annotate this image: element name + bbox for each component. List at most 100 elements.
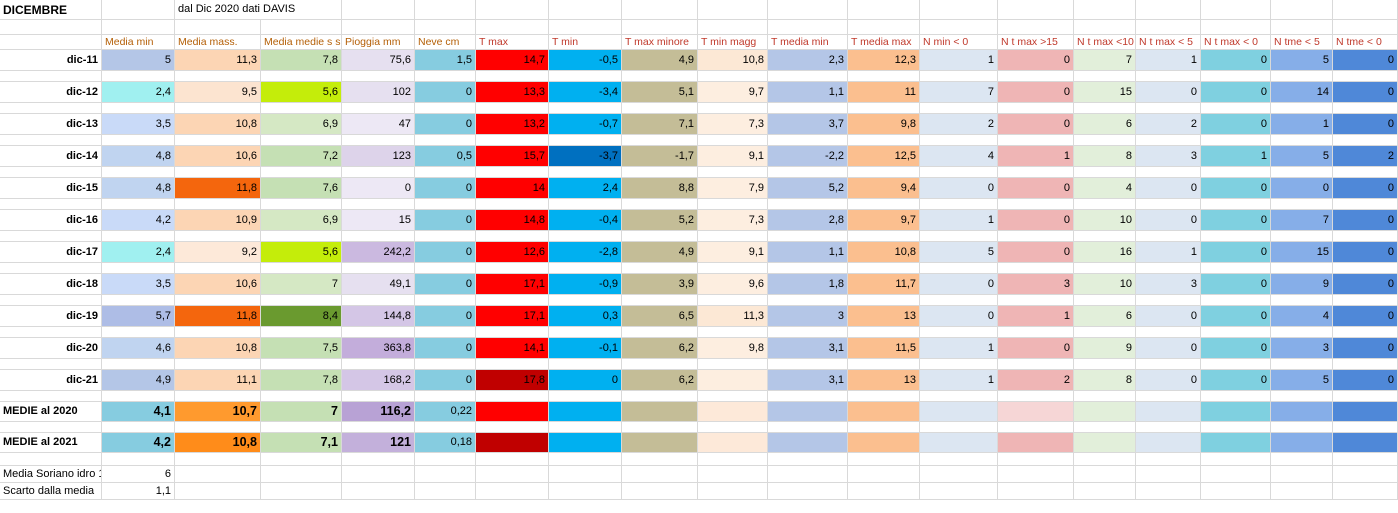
data-cell[interactable]: 4: [1074, 178, 1136, 199]
empty-cell[interactable]: [549, 0, 622, 20]
empty-cell[interactable]: [342, 422, 415, 433]
empty-cell[interactable]: [549, 453, 622, 466]
empty-cell[interactable]: [342, 295, 415, 306]
empty-cell[interactable]: [415, 295, 476, 306]
data-cell[interactable]: 11,1: [175, 370, 261, 391]
data-cell[interactable]: 11,3: [698, 306, 768, 327]
empty-cell[interactable]: [848, 466, 920, 483]
data-cell[interactable]: 0: [920, 274, 998, 295]
empty-cell[interactable]: [920, 453, 998, 466]
empty-cell[interactable]: [1333, 20, 1398, 35]
data-cell[interactable]: 7: [1074, 50, 1136, 71]
empty-cell[interactable]: [261, 135, 342, 146]
empty-cell[interactable]: [848, 135, 920, 146]
data-cell[interactable]: 3,1: [768, 338, 848, 359]
empty-cell[interactable]: [261, 453, 342, 466]
empty-cell[interactable]: [698, 231, 768, 242]
data-cell[interactable]: 7: [261, 274, 342, 295]
empty-cell[interactable]: [698, 167, 768, 178]
data-cell[interactable]: 3,5: [102, 114, 175, 135]
empty-cell[interactable]: [1136, 453, 1201, 466]
data-cell[interactable]: 11,5: [848, 338, 920, 359]
empty-cell[interactable]: [476, 199, 549, 210]
empty-cell[interactable]: [998, 231, 1074, 242]
empty-cell[interactable]: [342, 327, 415, 338]
data-cell[interactable]: 6,9: [261, 210, 342, 231]
empty-cell[interactable]: [1074, 327, 1136, 338]
empty-cell[interactable]: [768, 0, 848, 20]
column-header[interactable]: Media medie s s: [261, 35, 342, 50]
data-cell[interactable]: -3,4: [549, 82, 622, 103]
column-header[interactable]: N t max < 0: [1201, 35, 1271, 50]
empty-cell[interactable]: [1271, 422, 1333, 433]
empty-cell[interactable]: [622, 103, 698, 114]
data-cell[interactable]: 11: [848, 82, 920, 103]
column-header[interactable]: N t max >15: [998, 35, 1074, 50]
data-cell[interactable]: 0: [415, 338, 476, 359]
data-cell[interactable]: 6: [1074, 306, 1136, 327]
empty-cell[interactable]: [1201, 453, 1271, 466]
empty-cell[interactable]: [698, 466, 768, 483]
empty-cell[interactable]: [1333, 231, 1398, 242]
empty-cell[interactable]: [102, 199, 175, 210]
summary-cell[interactable]: [1333, 433, 1398, 453]
data-cell[interactable]: 3: [998, 274, 1074, 295]
data-cell[interactable]: 10,6: [175, 146, 261, 167]
empty-cell[interactable]: [622, 71, 698, 82]
empty-cell[interactable]: [476, 359, 549, 370]
empty-cell[interactable]: [549, 466, 622, 483]
summary-cell[interactable]: [549, 433, 622, 453]
row-label[interactable]: dic-15: [0, 178, 102, 199]
empty-cell[interactable]: [920, 231, 998, 242]
empty-cell[interactable]: [415, 391, 476, 402]
data-cell[interactable]: 0: [1333, 50, 1398, 71]
empty-cell[interactable]: [998, 359, 1074, 370]
empty-cell[interactable]: [1201, 20, 1271, 35]
empty-cell[interactable]: [920, 327, 998, 338]
empty-cell[interactable]: [1201, 483, 1271, 500]
summary-cell[interactable]: [998, 433, 1074, 453]
data-cell[interactable]: 6: [1074, 114, 1136, 135]
data-cell[interactable]: 363,8: [342, 338, 415, 359]
empty-cell[interactable]: [920, 359, 998, 370]
summary-cell[interactable]: [476, 402, 549, 422]
empty-cell[interactable]: [622, 167, 698, 178]
column-header[interactable]: N tme < 5: [1271, 35, 1333, 50]
empty-cell[interactable]: [1271, 453, 1333, 466]
data-cell[interactable]: 2: [1136, 114, 1201, 135]
empty-cell[interactable]: [1136, 103, 1201, 114]
data-cell[interactable]: 10,9: [175, 210, 261, 231]
data-cell[interactable]: 6,5: [622, 306, 698, 327]
empty-cell[interactable]: [175, 327, 261, 338]
empty-cell[interactable]: [102, 20, 175, 35]
empty-cell[interactable]: [998, 391, 1074, 402]
footer-label[interactable]: Scarto dalla media: [0, 483, 102, 500]
empty-cell[interactable]: [0, 231, 102, 242]
data-cell[interactable]: 1,8: [768, 274, 848, 295]
data-cell[interactable]: 8: [1074, 146, 1136, 167]
data-cell[interactable]: 2: [998, 370, 1074, 391]
data-cell[interactable]: 47: [342, 114, 415, 135]
empty-cell[interactable]: [768, 327, 848, 338]
empty-cell[interactable]: [175, 359, 261, 370]
data-cell[interactable]: 9,1: [698, 146, 768, 167]
empty-cell[interactable]: [549, 103, 622, 114]
empty-cell[interactable]: [622, 20, 698, 35]
data-cell[interactable]: 2,4: [549, 178, 622, 199]
empty-cell[interactable]: [998, 453, 1074, 466]
data-cell[interactable]: 10,8: [175, 338, 261, 359]
empty-cell[interactable]: [1271, 199, 1333, 210]
empty-cell[interactable]: [998, 466, 1074, 483]
row-label[interactable]: dic-12: [0, 82, 102, 103]
data-cell[interactable]: 0: [415, 274, 476, 295]
empty-cell[interactable]: [622, 0, 698, 20]
empty-cell[interactable]: [549, 199, 622, 210]
empty-cell[interactable]: [476, 103, 549, 114]
empty-cell[interactable]: [175, 103, 261, 114]
empty-cell[interactable]: [415, 199, 476, 210]
data-cell[interactable]: 15: [342, 210, 415, 231]
empty-cell[interactable]: [476, 71, 549, 82]
empty-cell[interactable]: [1333, 422, 1398, 433]
empty-cell[interactable]: [261, 327, 342, 338]
data-cell[interactable]: 8,4: [261, 306, 342, 327]
